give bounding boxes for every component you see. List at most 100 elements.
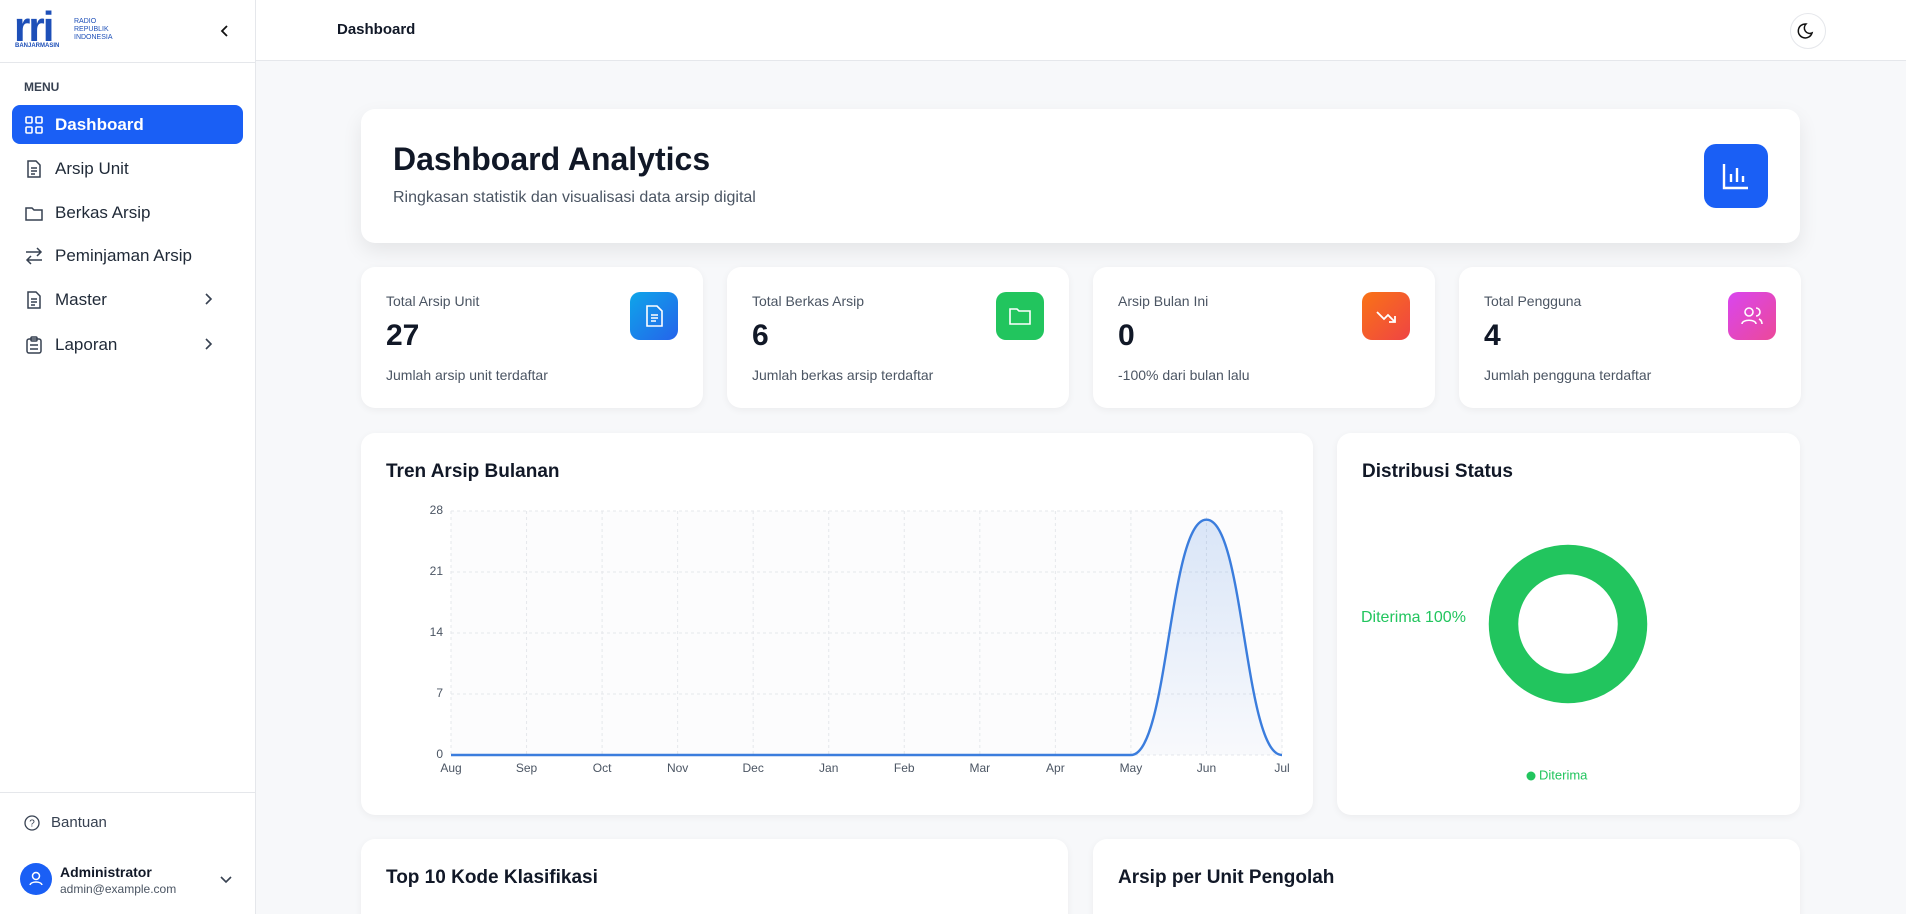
help-link[interactable]: ? Bantuan	[24, 814, 107, 831]
menu-text: Peminjaman Arsip	[55, 245, 193, 265]
hero-subtitle: Ringkasan statistik dan visualisasi data…	[393, 189, 756, 206]
x-tick-label: Jan	[819, 761, 838, 775]
sidebar: rri RADIO REPUBLIK INDONESIA BANJARMASIN…	[0, 0, 256, 914]
icon	[26, 335, 42, 354]
hero-title: Dashboard Analytics	[393, 141, 711, 177]
hero-card: Dashboard Analytics Ringkasan statistik …	[361, 109, 1800, 243]
user-email: admin@example.com	[60, 882, 177, 896]
icon	[27, 159, 41, 178]
stat-card: Total Berkas Arsip 6 Jumlah berkas arsip…	[727, 267, 1069, 408]
panel-title: Top 10 Kode Klasifikasi	[386, 867, 598, 888]
menu-item[interactable]: Laporan	[12, 325, 243, 364]
icon	[1376, 311, 1396, 323]
stat-note: -100% dari bulan lalu	[1118, 367, 1250, 383]
icon: ?	[24, 814, 40, 831]
stat-icon	[996, 292, 1044, 340]
stat-value: 6	[752, 319, 769, 352]
help-text: Bantuan	[51, 814, 107, 831]
header-title: Dashboard	[337, 21, 416, 38]
x-tick-label: May	[1120, 761, 1143, 775]
y-tick-label: 0	[436, 747, 443, 761]
stat-icon	[1362, 292, 1410, 340]
x-tick-label: Feb	[894, 761, 915, 775]
icon	[646, 305, 663, 327]
area	[451, 519, 1282, 755]
stat-value: 0	[1118, 319, 1135, 352]
x-tick-label: Jun	[1197, 761, 1216, 775]
chevron	[205, 338, 213, 350]
panel-card: Top 10 Kode Klasifikasi	[361, 839, 1068, 914]
menu-text: Berkas Arsip	[55, 202, 151, 222]
x-tick-label: Dec	[743, 761, 764, 775]
stat-card: Total Arsip Unit 27 Jumlah arsip unit te…	[361, 267, 703, 408]
pie-chart: Diterima 100% Diterima	[1361, 543, 1649, 782]
menu-item[interactable]: Berkas Arsip	[12, 193, 243, 232]
icon	[1741, 307, 1763, 325]
menu-text: Dashboard	[55, 114, 144, 134]
stat-card: Total Pengguna 4 Jumlah pengguna terdaft…	[1459, 267, 1801, 408]
x-tick-label: Jul	[1274, 761, 1289, 775]
collapse-button[interactable]	[217, 23, 233, 39]
logo-line: REPUBLIK	[74, 26, 109, 33]
avatar[interactable]	[20, 863, 52, 895]
menu-item[interactable]: Master	[12, 280, 243, 319]
icon	[1797, 23, 1814, 39]
chart-title: Tren Arsip Bulanan	[386, 461, 560, 482]
stat-label: Total Pengguna	[1484, 293, 1582, 309]
chart-title: Distribusi Status	[1362, 461, 1513, 482]
y-tick-label: 7	[436, 686, 443, 700]
divider	[0, 792, 256, 793]
stat-label: Total Berkas Arsip	[752, 293, 865, 309]
menu-text: Master	[55, 289, 107, 309]
menu-text: Arsip Unit	[55, 158, 129, 178]
menu-item[interactable]: Arsip Unit	[12, 149, 243, 188]
panel-title: Arsip per Unit Pengolah	[1118, 867, 1335, 888]
stat-note: Jumlah arsip unit terdaftar	[386, 367, 548, 383]
logo-text: RADIO REPUBLIK INDONESIA	[74, 18, 113, 42]
stat-label: Total Arsip Unit	[386, 293, 480, 309]
legend-swatch	[1526, 771, 1536, 781]
x-tick-label: Mar	[969, 761, 990, 775]
hero-icon	[1704, 144, 1768, 208]
menu-text: Laporan	[55, 334, 118, 354]
line	[451, 518, 1283, 757]
stat-value: 4	[1484, 319, 1501, 352]
chevron	[205, 293, 213, 305]
x-tick-label: Aug	[440, 761, 461, 775]
y-tick-label: 28	[430, 503, 444, 517]
header: Dashboard	[256, 0, 1906, 61]
y-tick-label: 21	[430, 564, 444, 578]
logo[interactable]: rri	[14, 3, 54, 50]
data-label: Diterima 100%	[1361, 609, 1466, 626]
icon	[25, 206, 43, 221]
stat-icon	[630, 292, 678, 340]
x-tick-label: Nov	[667, 761, 688, 775]
stat-icon	[1728, 292, 1776, 340]
menu-label: MENU	[24, 80, 60, 94]
icon	[1009, 308, 1031, 325]
icon	[29, 871, 43, 886]
logo-station: BANJARMASIN	[15, 43, 60, 49]
svg-text:?: ?	[29, 818, 35, 829]
stat-note: Jumlah pengguna terdaftar	[1484, 367, 1652, 383]
legend-label: Diterima	[1539, 767, 1588, 782]
menu-item[interactable]: Dashboard	[12, 105, 243, 144]
x-tick-label: Apr	[1046, 761, 1065, 775]
x-tick-label: Oct	[593, 761, 612, 775]
stat-card: Arsip Bulan Ini 0 -100% dari bulan lalu	[1093, 267, 1435, 408]
user-menu-toggle[interactable]	[219, 872, 233, 886]
logo-line: INDONESIA	[74, 34, 113, 41]
stat-value: 27	[386, 319, 420, 352]
user-name: Administrator	[60, 864, 152, 880]
line-chart-card: Tren Arsip Bulanan 0 7 14 21 28 Aug Sep Oct Nov D…	[361, 433, 1313, 815]
icon	[25, 115, 43, 134]
stat-label: Arsip Bulan Ini	[1118, 293, 1209, 309]
menu-item[interactable]: Peminjaman Arsip	[12, 236, 243, 275]
divider	[0, 62, 256, 63]
y-tick-label: 14	[430, 625, 444, 639]
theme-toggle[interactable]	[1790, 13, 1826, 49]
pie-chart-card: Distribusi Status Diterima 100% Diterima	[1337, 433, 1800, 815]
pie-slice	[1487, 543, 1649, 705]
x-tick-label: Sep	[516, 761, 538, 775]
